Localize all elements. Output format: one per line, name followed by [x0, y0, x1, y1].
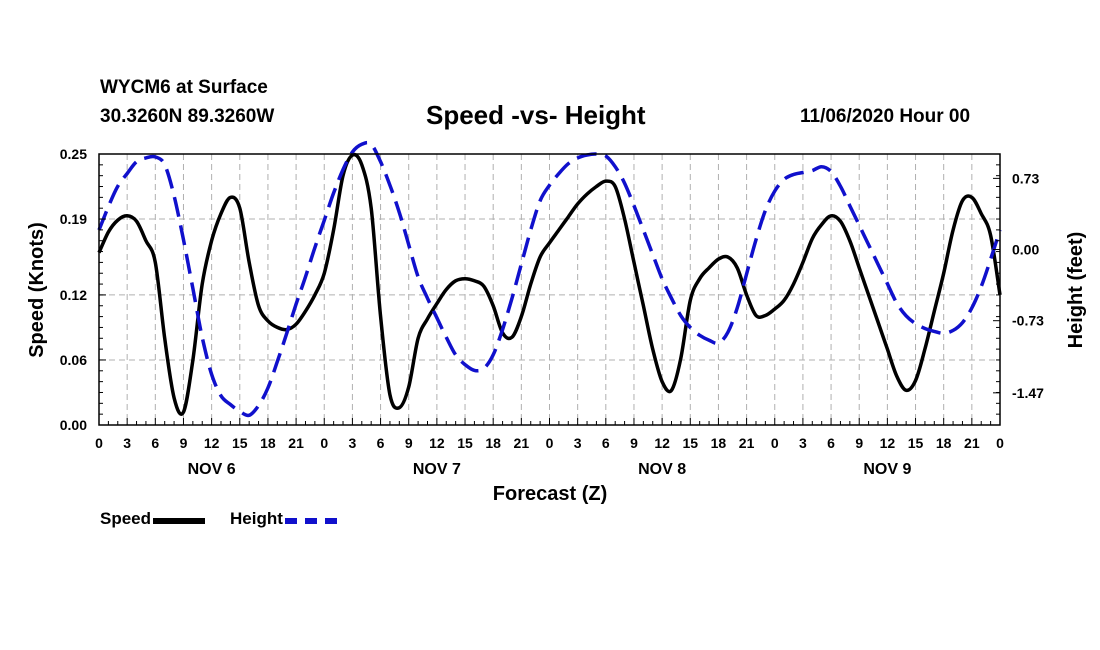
x-tick-label: 15	[232, 435, 248, 451]
station-coordinates: 30.3260N 89.3260W	[100, 106, 275, 127]
y-tick-label: 0.00	[60, 417, 87, 433]
x-tick-label: 0	[320, 435, 328, 451]
x-tick-label: 6	[602, 435, 610, 451]
day-label: NOV 9	[863, 461, 911, 478]
y-tick-label: 0.19	[60, 211, 87, 227]
x-axis-title: Forecast (Z)	[493, 483, 607, 505]
y2-axis-title: Height (feet)	[1065, 232, 1087, 349]
x-tick-label: 12	[654, 435, 670, 451]
chart-title: Speed -vs- Height	[426, 100, 646, 130]
station-label: WYCM6 at Surface	[100, 77, 268, 98]
x-tick-label: 12	[880, 435, 896, 451]
x-tick-label: 18	[936, 435, 952, 451]
x-tick-label: 18	[485, 435, 501, 451]
x-tick-label: 9	[405, 435, 413, 451]
y-axis-title: Speed (Knots)	[26, 222, 48, 358]
x-tick-label: 21	[288, 435, 304, 451]
x-tick-label: 0	[546, 435, 554, 451]
speed-series-line	[97, 152, 1002, 416]
y2-tick-label: 0.73	[1012, 170, 1039, 186]
x-tick-label: 3	[349, 435, 357, 451]
day-label: NOV 7	[413, 461, 461, 478]
x-tick-label: 6	[377, 435, 385, 451]
legend-height-label: Height	[230, 509, 283, 528]
x-tick-label: 3	[123, 435, 131, 451]
x-tick-label: 9	[630, 435, 638, 451]
grid	[99, 154, 1000, 425]
x-tick-label: 9	[180, 435, 188, 451]
x-tick-label: 0	[95, 435, 103, 451]
legend-speed: Speed	[100, 509, 206, 529]
x-tick-label: 18	[260, 435, 276, 451]
y-tick-label: 0.12	[60, 287, 87, 303]
x-tick-label: 6	[151, 435, 159, 451]
day-label: NOV 8	[638, 461, 686, 478]
x-tick-label: 15	[457, 435, 473, 451]
x-tick-label: 0	[771, 435, 779, 451]
x-tick-label: 21	[964, 435, 980, 451]
x-tick-label: 12	[429, 435, 445, 451]
x-tick-label: 21	[514, 435, 530, 451]
legend-speed-swatch	[153, 518, 206, 524]
x-tick-label: 3	[574, 435, 582, 451]
forecast-timestamp: 11/06/2020 Hour 00	[800, 106, 971, 127]
axes: 0 3 6 9 12 15 18 21 0 3 6 9 12 15 18 21 0 3 6 9 12 15 18 21 0 3 6 9…	[60, 146, 1044, 478]
legend-height-swatch	[284, 518, 337, 524]
series-layer	[97, 140, 1002, 418]
y2-tick-label: -1.47	[1012, 385, 1044, 401]
y2-tick-label: -0.73	[1012, 313, 1044, 329]
x-tick-label: 21	[739, 435, 755, 451]
x-tick-label: 15	[682, 435, 698, 451]
height-series-line	[97, 140, 1002, 418]
x-tick-label: 18	[711, 435, 727, 451]
x-tick-label: 3	[799, 435, 807, 451]
x-tick-label: 9	[855, 435, 863, 451]
x-tick-label: 15	[908, 435, 924, 451]
legend-speed-label: Speed	[100, 509, 152, 528]
day-label: NOV 6	[188, 461, 236, 478]
y2-tick-label: 0.00	[1012, 242, 1039, 258]
y-tick-label: 0.25	[60, 146, 87, 162]
y-tick-label: 0.06	[60, 352, 87, 368]
x-tick-label: 0	[996, 435, 1004, 451]
x-tick-label: 12	[204, 435, 220, 451]
x-tick-label: 6	[827, 435, 835, 451]
legend-height: Height	[230, 509, 337, 529]
